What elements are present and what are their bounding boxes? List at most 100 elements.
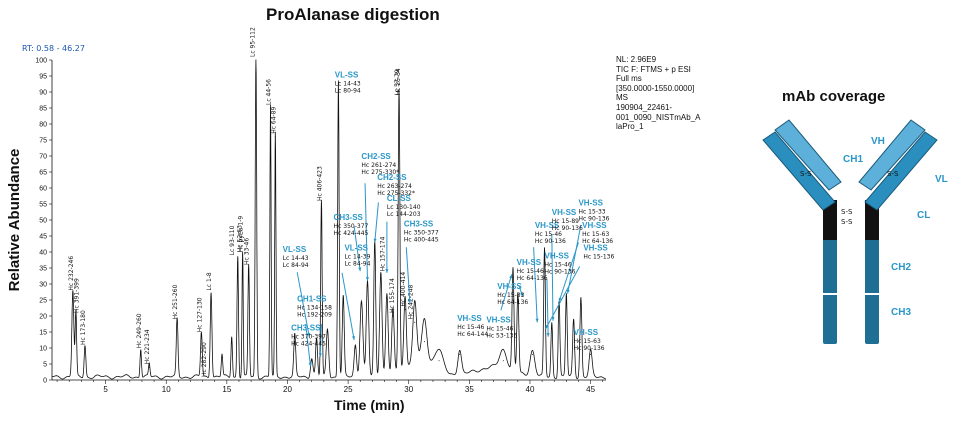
annotation-arrow bbox=[545, 266, 581, 330]
disulfide-label-peptide: Hc 275-330* bbox=[361, 169, 399, 176]
y-tick-label: 70 bbox=[39, 154, 47, 161]
disulfide-label-peptide: Hc 424-445 bbox=[291, 340, 326, 347]
disulfide-label-peptide: Hc 15-46 bbox=[545, 261, 572, 268]
peak-label-text: Hc 127-130 bbox=[196, 297, 203, 332]
disulfide-label-title: CH3-SS bbox=[291, 323, 321, 332]
peak-label: Hc 400-414 bbox=[400, 272, 407, 307]
disulfide-label-peptide: Lc 130-140 bbox=[387, 204, 421, 211]
peak-label-text: Hc pyEu 1-9 bbox=[238, 216, 245, 253]
peak-label: Hc 406-423 bbox=[316, 166, 323, 201]
label-vh: VH bbox=[871, 136, 885, 147]
peak-apex-point bbox=[354, 347, 356, 349]
heavy-chain-left bbox=[823, 200, 837, 344]
disulfide-label-peptide: Hc 64-136 bbox=[517, 275, 548, 282]
x-tick-label: 25 bbox=[344, 385, 353, 394]
y-tick-label: 75 bbox=[39, 138, 47, 145]
light-chain-left bbox=[774, 119, 842, 191]
y-tick-label: 45 bbox=[39, 234, 47, 241]
annotation-arrow bbox=[551, 234, 554, 321]
peak-label-text: Hc 249-260 bbox=[136, 313, 143, 348]
peak-apex-point bbox=[176, 321, 178, 323]
disulfide-label-peptide: Hc 134-158 bbox=[297, 305, 332, 312]
fab-disulfide-right: S-S bbox=[887, 170, 899, 178]
disulfide-label-peptide: Hc 263-274 bbox=[377, 183, 412, 190]
peak-label: Hc 157-174 bbox=[379, 236, 386, 271]
peak-apex-point bbox=[512, 277, 514, 279]
annotation-arrowhead bbox=[351, 336, 356, 340]
peak-label: Hc 251-260 bbox=[172, 284, 179, 319]
disulfide-label-title: CH3-SS bbox=[404, 219, 434, 228]
y-tick-label: 10 bbox=[39, 346, 47, 353]
x-tick-label: 15 bbox=[222, 385, 231, 394]
peak-apex-point bbox=[274, 136, 276, 138]
peak-label-text: Hc 282-290 bbox=[201, 342, 208, 377]
peak-label: Lc 44-56 bbox=[265, 79, 272, 105]
peak-label-text: Lc 1-8 bbox=[206, 272, 213, 291]
peak-apex-point bbox=[414, 321, 416, 323]
peak-apex-point bbox=[459, 353, 461, 355]
y-tick-label: 30 bbox=[39, 282, 47, 289]
disulfide-label-title: VH-SS bbox=[545, 251, 570, 260]
peak-apex-point bbox=[294, 337, 296, 339]
disulfide-label-peptide: Hc 15-33 bbox=[497, 292, 524, 299]
y-tick-label: 15 bbox=[39, 330, 47, 337]
disulfide-label-peptide: Lc 14-43 bbox=[335, 81, 361, 88]
hinge-left bbox=[823, 200, 837, 240]
peak-apex-point bbox=[565, 296, 567, 298]
info-line: laPro_1 bbox=[616, 122, 644, 132]
annotation-arrowhead bbox=[373, 238, 377, 243]
annotation-arrowhead bbox=[509, 274, 513, 279]
peak-apex-point bbox=[366, 283, 368, 285]
info-line: TIC F: FTMS + p ESI bbox=[616, 64, 691, 74]
disulfide-label-peptide: Hc 15-46 bbox=[486, 325, 513, 332]
annotation-arrow bbox=[500, 274, 513, 311]
hinge-disulfide: S-S bbox=[841, 218, 853, 226]
peak-label-text: Hc 391-399 bbox=[73, 278, 80, 313]
peak-apex-point bbox=[573, 321, 575, 323]
peak-apex-point bbox=[544, 251, 546, 253]
y-tick-label: 100 bbox=[35, 58, 47, 65]
peak-label-text: Hc 157-174 bbox=[379, 236, 386, 271]
x-tick-label: 30 bbox=[404, 385, 413, 394]
peak-label: Lc 93-110 bbox=[229, 225, 236, 255]
label-ch2: CH2 bbox=[891, 262, 911, 273]
disulfide-label-peptide: Lc 80-94 bbox=[335, 88, 361, 95]
disulfide-label-title: CL-SS bbox=[387, 194, 412, 203]
peak-label: Hc 242-248 bbox=[407, 284, 414, 319]
peak-apex-point bbox=[517, 299, 519, 301]
peak-apex-point bbox=[337, 81, 339, 83]
disulfide-label-title: VH-SS bbox=[552, 208, 577, 217]
peak-apex-point bbox=[392, 315, 394, 317]
disulfide-label-title: VH-SS bbox=[535, 221, 560, 230]
disulfide-label-peptide: Hc 400-445 bbox=[404, 236, 439, 243]
peak-label-text: Hc 52-63 bbox=[236, 225, 243, 252]
heavy-chain-right bbox=[865, 200, 879, 344]
x-tick-label: 35 bbox=[465, 385, 474, 394]
disulfide-label-peptide: Hc 15-136 bbox=[583, 253, 614, 260]
annotation-arrowhead bbox=[551, 317, 555, 321]
info-line: [350.0000-1550.0000] bbox=[616, 83, 695, 93]
peak-apex-point bbox=[580, 299, 582, 301]
y-tick-label: 55 bbox=[39, 202, 47, 209]
antibody-labels: VH CH1 VL CL CH2 CH3 bbox=[843, 136, 948, 318]
annotation-arrow bbox=[405, 247, 411, 304]
annotation-arrowhead bbox=[408, 299, 412, 304]
disulfide-label-title: VH-SS bbox=[517, 258, 542, 267]
disulfide-label-peptide: Lc 14-39 bbox=[344, 253, 370, 260]
annotation-arrow bbox=[305, 323, 312, 367]
fab-left bbox=[762, 119, 842, 211]
disulfide-bridges: S-S S-S S-S S-S bbox=[800, 170, 899, 226]
y-tick-label: 90 bbox=[39, 90, 47, 97]
y-tick-label: 95 bbox=[39, 74, 47, 81]
peak-label: Lc 95-112 bbox=[250, 27, 257, 57]
chart-title: ProAlanase digestion bbox=[266, 5, 440, 24]
peak-label: Hc 52-63 bbox=[236, 225, 243, 252]
disulfide-label-title: CH1-SS bbox=[297, 295, 327, 304]
y-axis-label: Relative Abundance bbox=[6, 148, 23, 292]
peak-label: Hc 33-46 bbox=[244, 238, 251, 265]
peak-apex-point bbox=[360, 302, 362, 304]
peak-apex-point bbox=[221, 357, 223, 359]
peak-apex-point bbox=[386, 296, 388, 298]
label-ch3: CH3 bbox=[891, 307, 911, 318]
